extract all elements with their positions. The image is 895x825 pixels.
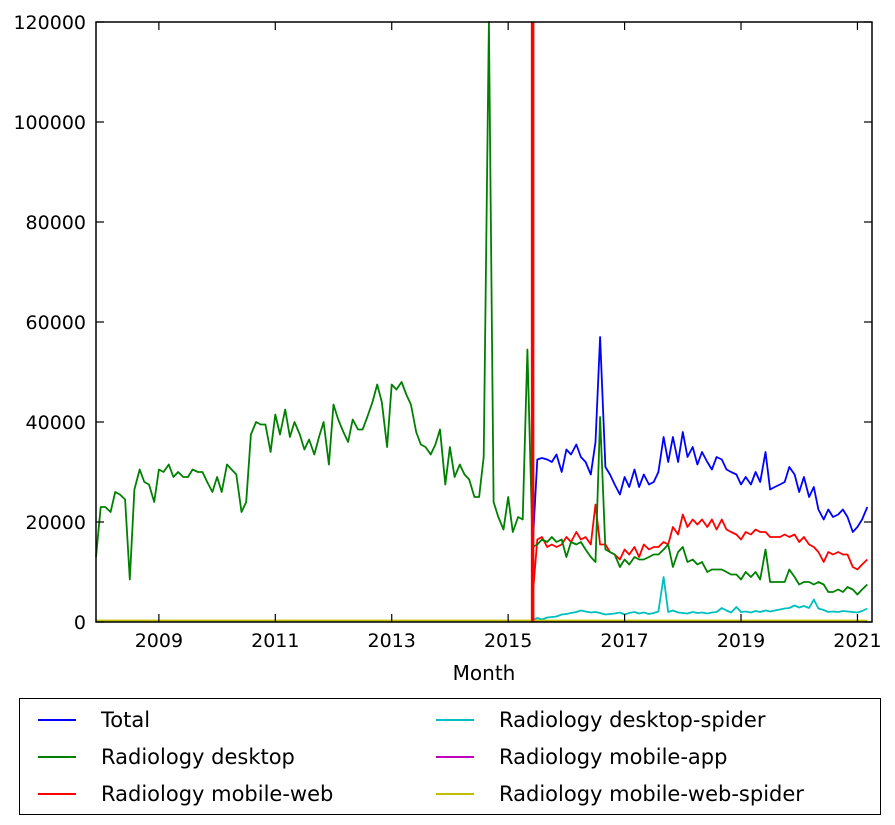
legend: Total Radiology desktop Radiology mobile-w… [19, 698, 881, 815]
line-chart: 0 20000 40000 60000 80000 100000 120000 2009 201… [13, 12, 881, 685]
series-line-total [531, 336, 869, 548]
legend-label: Total [101, 708, 151, 732]
y-tick-label: 100000 [13, 112, 86, 134]
legend-item: Radiology mobile-web-spider [436, 775, 804, 813]
y-tick-label: 60000 [26, 312, 86, 334]
series-line-radiology-mobile-web [531, 503, 868, 598]
legend-label: Radiology mobile-web [101, 782, 334, 806]
y-tick-label: 40000 [26, 412, 86, 434]
x-tick-label: 2017 [600, 630, 648, 652]
legend-label: Radiology mobile-web-spider [499, 782, 804, 806]
legend-label: Radiology desktop [101, 745, 295, 769]
legend-swatch [436, 719, 474, 721]
legend-item: Radiology mobile-web [38, 775, 333, 813]
x-tick-label: 2015 [484, 630, 532, 652]
x-tick-label: 2011 [251, 630, 299, 652]
legend-swatch [436, 793, 474, 795]
y-tick-label: 120000 [13, 12, 86, 34]
series-line-radiology-desktop [95, 21, 868, 596]
series-line-radiology-desktop-spider [532, 576, 868, 621]
y-tick-label: 20000 [26, 512, 86, 534]
legend-swatch [38, 756, 76, 758]
legend-item: Radiology mobile-app [436, 738, 727, 776]
legend-swatch [38, 719, 76, 721]
x-tick-label: 2009 [135, 630, 183, 652]
legend-item: Radiology desktop [38, 738, 295, 776]
x-tick-label: 2021 [833, 630, 881, 652]
y-tick-label: 0 [74, 612, 86, 634]
x-tick-label: 2019 [717, 630, 765, 652]
legend-label: Radiology desktop-spider [499, 708, 766, 732]
legend-item: Total [38, 701, 150, 739]
legend-swatch [436, 756, 474, 758]
legend-item: Radiology desktop-spider [436, 701, 765, 739]
legend-label: Radiology mobile-app [499, 745, 728, 769]
series-layer [95, 21, 869, 622]
plot-frame [95, 21, 873, 623]
x-axis-label: Month [453, 661, 516, 685]
axis-ticks: 0 20000 40000 60000 80000 100000 120000 2009 201… [13, 12, 881, 652]
y-tick-label: 80000 [26, 212, 86, 234]
x-tick-label: 2013 [368, 630, 416, 652]
legend-swatch [38, 793, 76, 795]
